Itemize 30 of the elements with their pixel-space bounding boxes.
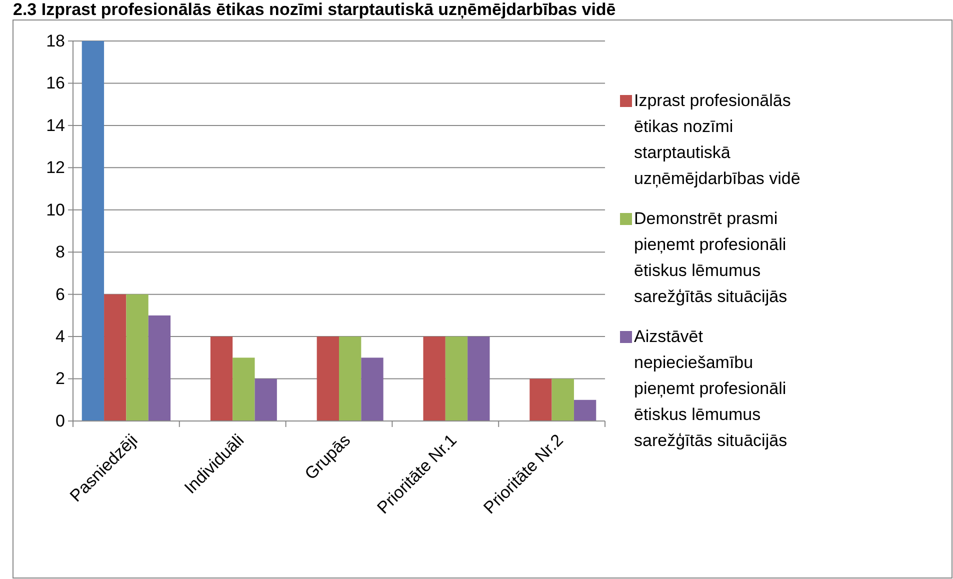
bar bbox=[210, 336, 233, 421]
bar bbox=[339, 336, 362, 421]
bar bbox=[254, 378, 277, 421]
y-tick-label: 18 bbox=[46, 31, 65, 50]
bar bbox=[82, 41, 104, 421]
bar bbox=[104, 294, 126, 421]
y-tick-label: 0 bbox=[56, 411, 65, 430]
y-tick-label: 12 bbox=[46, 158, 65, 178]
y-tick-label: 14 bbox=[46, 116, 65, 135]
legend-label: Izprast profesionālās ētikas nozīmi starptautiskā uzņēmējdarbības vidē bbox=[634, 91, 800, 188]
bar bbox=[552, 378, 574, 421]
bar bbox=[574, 400, 596, 421]
bar bbox=[126, 294, 148, 421]
y-tick-label: 6 bbox=[56, 284, 65, 304]
chart-title: 2.3 Izprast profesionālās ētikas nozīmi starptautiskā uzņēmējdarbības vidē bbox=[13, 0, 616, 19]
y-tick-label: 10 bbox=[46, 200, 65, 220]
y-tick-label: 8 bbox=[56, 242, 65, 262]
y-tick-label: 16 bbox=[46, 74, 65, 93]
legend-label: Aizstāvēt nepieciešamību pieņemt profesionāli ētiskus lēmumus sarežģītās situācijās bbox=[634, 327, 788, 450]
y-tick-label: 2 bbox=[56, 369, 65, 388]
bar bbox=[530, 378, 552, 421]
y-tick-label: 4 bbox=[56, 326, 65, 346]
legend-label: Demonstrēt prasmi pieņemt profesionāli ētiskus lēmumus sarežģītās situācijās bbox=[634, 209, 788, 306]
bar bbox=[445, 336, 468, 421]
bar bbox=[148, 315, 171, 421]
bar bbox=[361, 358, 384, 421]
bar bbox=[423, 336, 446, 421]
bar bbox=[232, 358, 255, 421]
bar bbox=[316, 336, 339, 421]
bar bbox=[468, 336, 490, 421]
